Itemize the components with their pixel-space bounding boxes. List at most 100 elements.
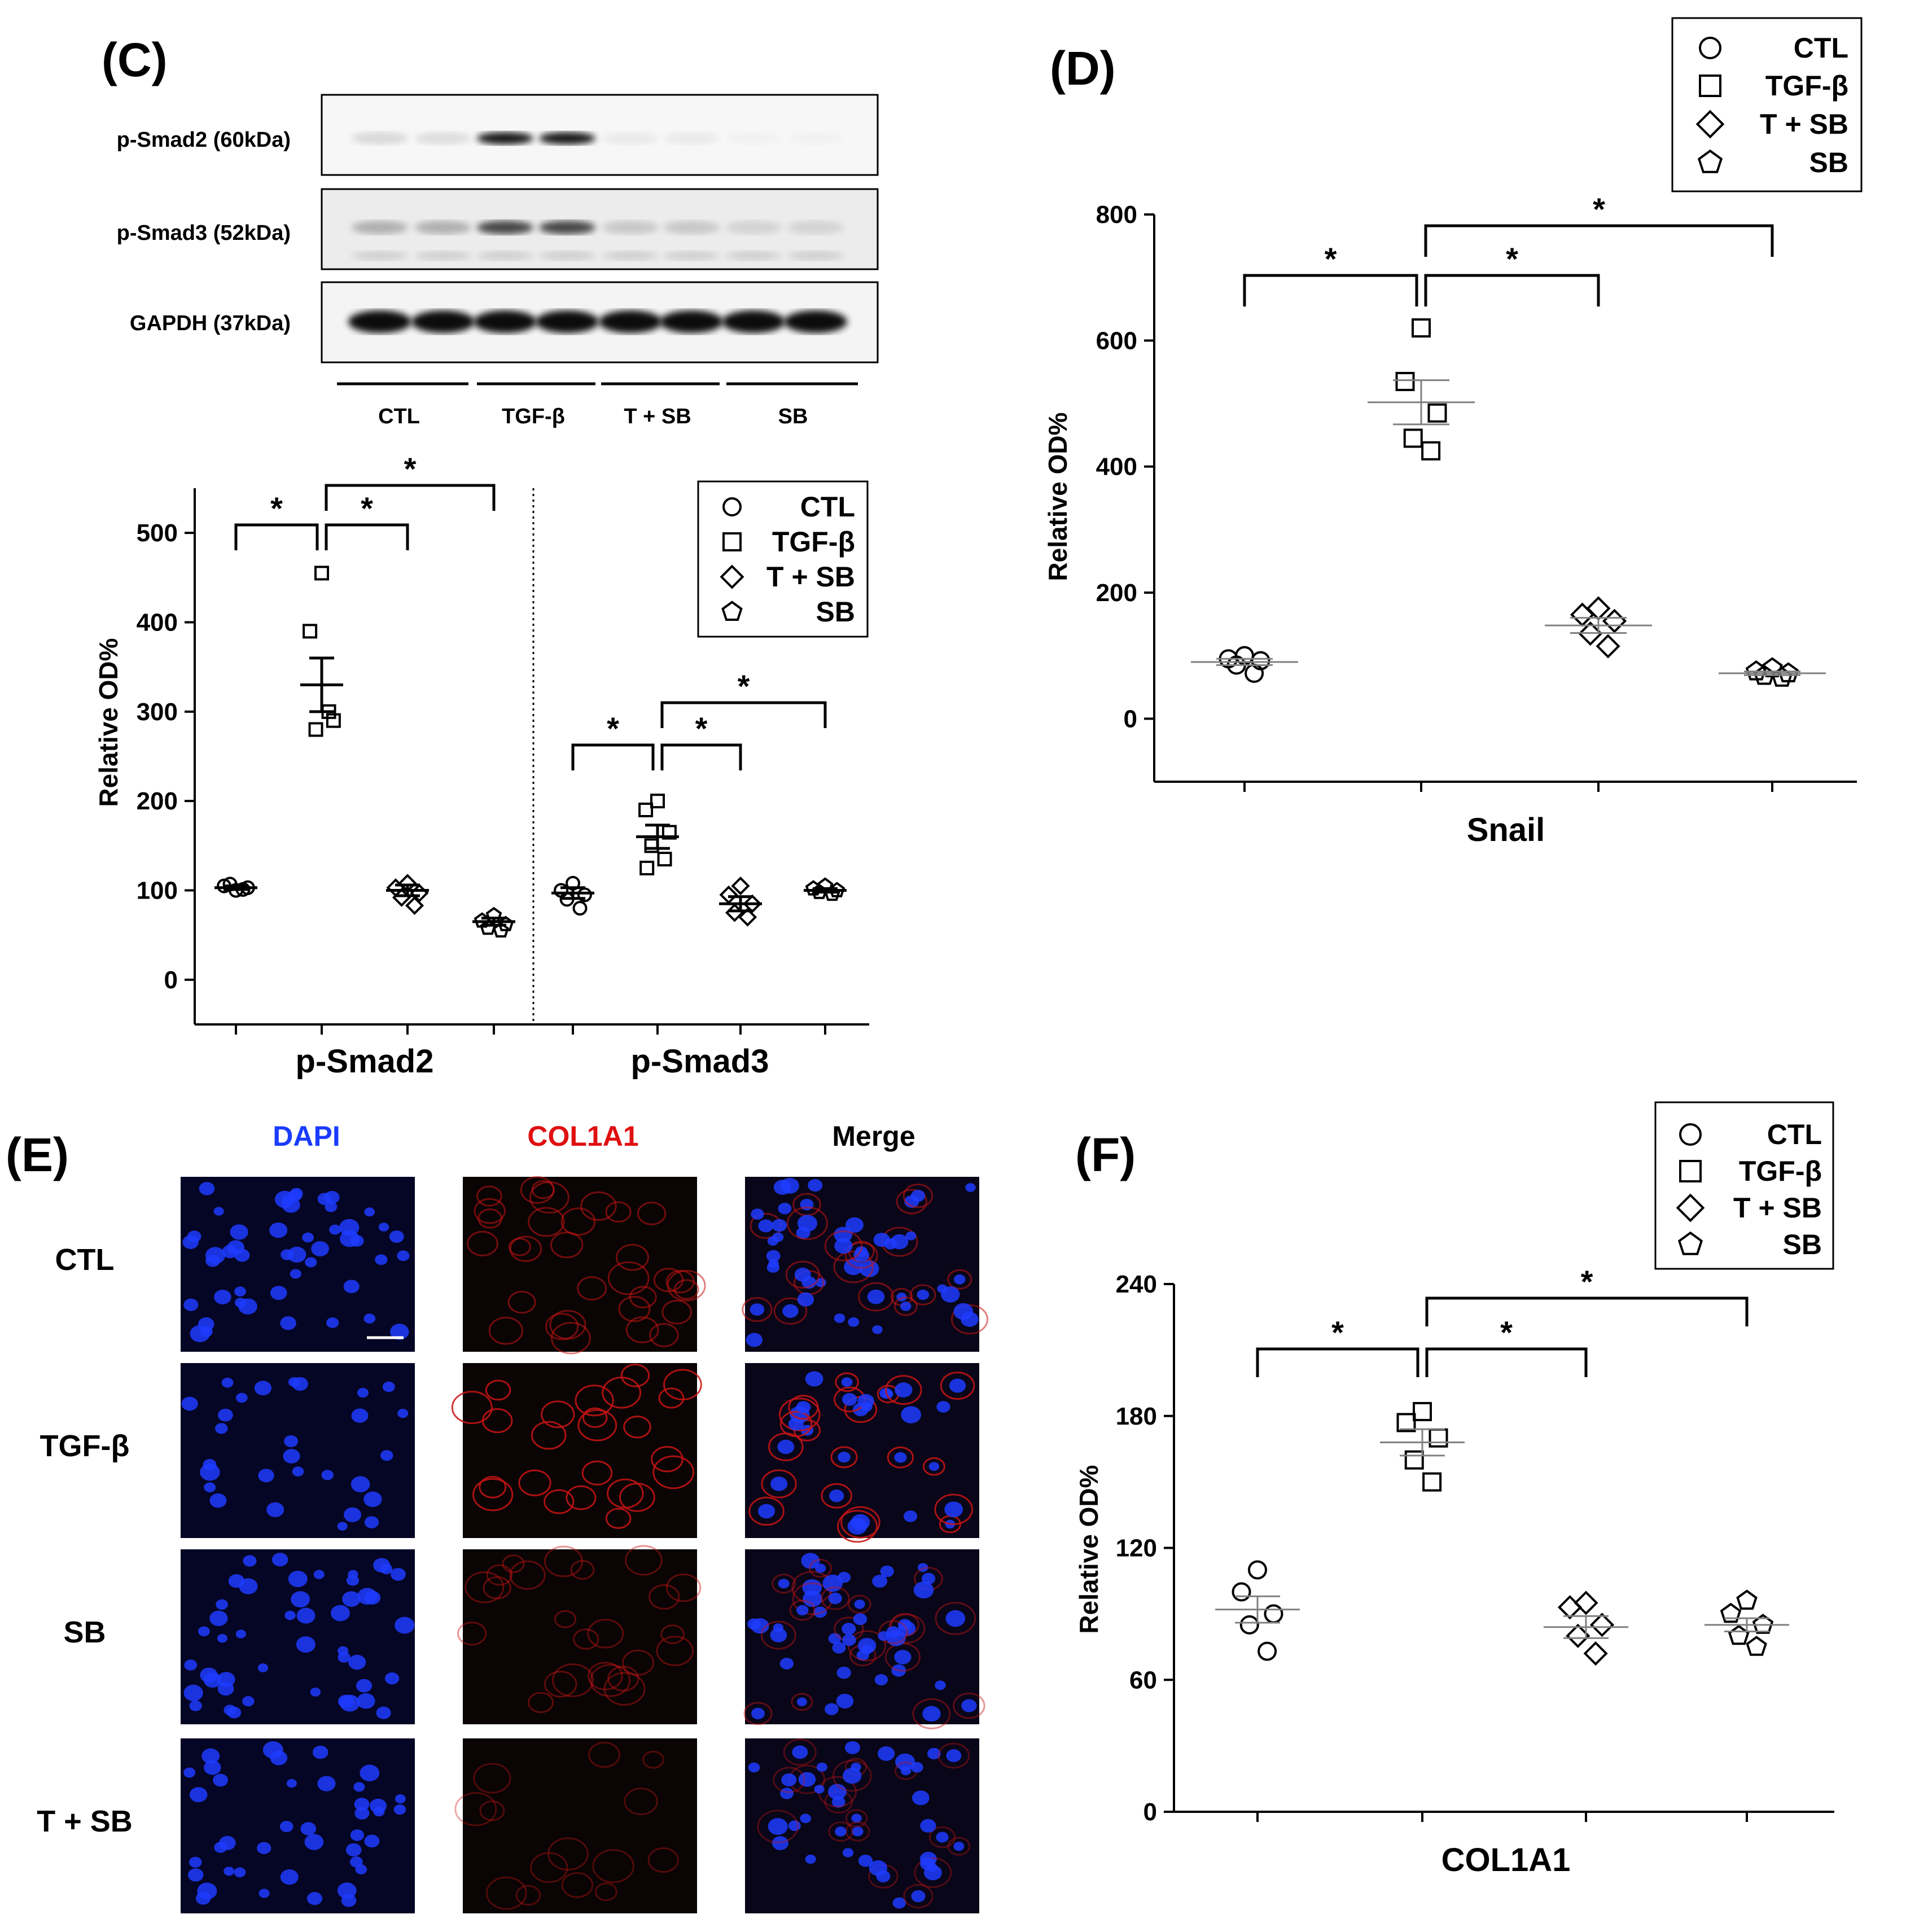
nucleus bbox=[397, 1409, 409, 1418]
cytoplasm-stain bbox=[531, 1180, 555, 1199]
cytoplasm-stain bbox=[935, 1602, 976, 1635]
nucleus bbox=[746, 1333, 763, 1347]
diamond-marker bbox=[1602, 608, 1627, 633]
nucleus bbox=[792, 1745, 808, 1759]
nucleus bbox=[234, 1867, 246, 1878]
nucleus bbox=[813, 1606, 827, 1618]
cytoplasm-stain bbox=[515, 1885, 541, 1906]
cytoplasm-stain bbox=[477, 1208, 503, 1229]
cytoplasm-stain bbox=[528, 1207, 565, 1237]
cytoplasm-stain bbox=[791, 1693, 813, 1711]
nucleus bbox=[373, 1558, 391, 1572]
legend-label: T + SB bbox=[1760, 108, 1848, 140]
nucleus bbox=[842, 1623, 856, 1635]
blot-band bbox=[474, 310, 537, 333]
nucleus bbox=[200, 1464, 220, 1481]
nucleus bbox=[842, 1393, 857, 1406]
nucleus bbox=[905, 1231, 917, 1241]
cytoplasm-stain bbox=[465, 1571, 505, 1604]
y-tick-label: 0 bbox=[164, 966, 178, 994]
nucleus bbox=[798, 1772, 816, 1787]
cytoplasm-stain bbox=[544, 1545, 583, 1578]
cytoplasm-stain bbox=[561, 1872, 594, 1898]
nucleus bbox=[342, 1591, 361, 1607]
diamond-marker bbox=[1695, 109, 1725, 139]
nucleus bbox=[346, 1575, 360, 1586]
cytoplasm-stain bbox=[648, 1584, 680, 1610]
nucleus bbox=[794, 1268, 811, 1282]
square-marker bbox=[303, 624, 318, 639]
cytoplasm-stain bbox=[605, 1508, 632, 1529]
panel-label-c: (C) bbox=[102, 33, 168, 86]
cytoplasm-stain bbox=[623, 1416, 651, 1439]
cytoplasm-stain bbox=[474, 1198, 506, 1224]
cytoplasm-stain bbox=[887, 1446, 914, 1469]
nucleus bbox=[900, 1302, 912, 1311]
nucleus bbox=[337, 1882, 357, 1899]
nucleus bbox=[230, 1224, 248, 1240]
nucleus bbox=[946, 1749, 962, 1762]
cytoplasm-stain bbox=[582, 1407, 608, 1428]
square-marker bbox=[1412, 318, 1431, 338]
nucleus bbox=[758, 1219, 774, 1233]
nucleus bbox=[853, 1248, 870, 1262]
cytoplasm-stain bbox=[953, 1692, 985, 1719]
square-marker bbox=[1427, 403, 1447, 423]
nucleus bbox=[257, 1842, 271, 1854]
diamond-marker bbox=[405, 896, 424, 915]
square-marker bbox=[657, 852, 672, 867]
nucleus bbox=[310, 1688, 321, 1697]
significance-bracket bbox=[1243, 274, 1418, 306]
square-marker bbox=[326, 713, 341, 728]
nucleus bbox=[390, 1324, 409, 1340]
nucleus bbox=[281, 1249, 293, 1260]
square-marker bbox=[1403, 428, 1423, 448]
cytoplasm-stain bbox=[541, 1400, 575, 1429]
if-row-label: CTL bbox=[55, 1243, 115, 1277]
nucleus bbox=[788, 1417, 804, 1431]
cytoplasm-stain bbox=[937, 1742, 970, 1769]
cytoplasm-stain bbox=[507, 1290, 536, 1314]
nucleus bbox=[872, 1325, 883, 1334]
nucleus bbox=[805, 1854, 816, 1864]
cytoplasm-stain bbox=[772, 1574, 796, 1594]
if-row-label: SB bbox=[63, 1615, 106, 1649]
nucleus bbox=[854, 1600, 865, 1609]
cytoplasm-stain bbox=[833, 1250, 874, 1283]
nucleus bbox=[834, 1238, 853, 1254]
nucleus bbox=[857, 1394, 874, 1408]
fluorescence-image bbox=[463, 1738, 697, 1913]
nucleus bbox=[936, 1832, 949, 1843]
cytoplasm-stain bbox=[457, 1622, 487, 1646]
nucleus bbox=[393, 1804, 406, 1815]
circle-marker bbox=[1679, 1123, 1702, 1146]
significance-star: * bbox=[1593, 191, 1605, 227]
y-tick-label: 200 bbox=[137, 787, 178, 815]
nucleus bbox=[836, 1693, 854, 1708]
cytoplasm-stain bbox=[479, 1475, 507, 1499]
nucleus bbox=[291, 1591, 310, 1607]
nucleus bbox=[290, 1269, 301, 1279]
cytoplasm-stain bbox=[575, 1385, 614, 1417]
nucleus bbox=[894, 1452, 907, 1463]
legend-label: TGF-β bbox=[772, 526, 855, 558]
blot-band bbox=[663, 221, 720, 234]
nucleus bbox=[782, 1304, 799, 1318]
cytoplasm-stain bbox=[914, 1857, 952, 1888]
nucleus bbox=[853, 1613, 867, 1626]
nucleus bbox=[357, 1693, 375, 1709]
cytoplasm-stain bbox=[785, 1260, 820, 1289]
cytoplasm-stain bbox=[661, 1299, 693, 1325]
legend-label: T + SB bbox=[766, 561, 855, 593]
x-axis-label: Snail bbox=[1467, 812, 1545, 848]
nucleus bbox=[187, 1868, 204, 1882]
significance-star: * bbox=[695, 711, 708, 746]
nucleus bbox=[920, 1819, 936, 1833]
cytoplasm-stain bbox=[642, 1750, 664, 1769]
square-marker bbox=[638, 803, 654, 817]
nucleus bbox=[337, 1646, 349, 1656]
diamond-marker bbox=[731, 877, 750, 896]
nucleus bbox=[801, 1553, 820, 1569]
circle-marker bbox=[1257, 1641, 1277, 1661]
